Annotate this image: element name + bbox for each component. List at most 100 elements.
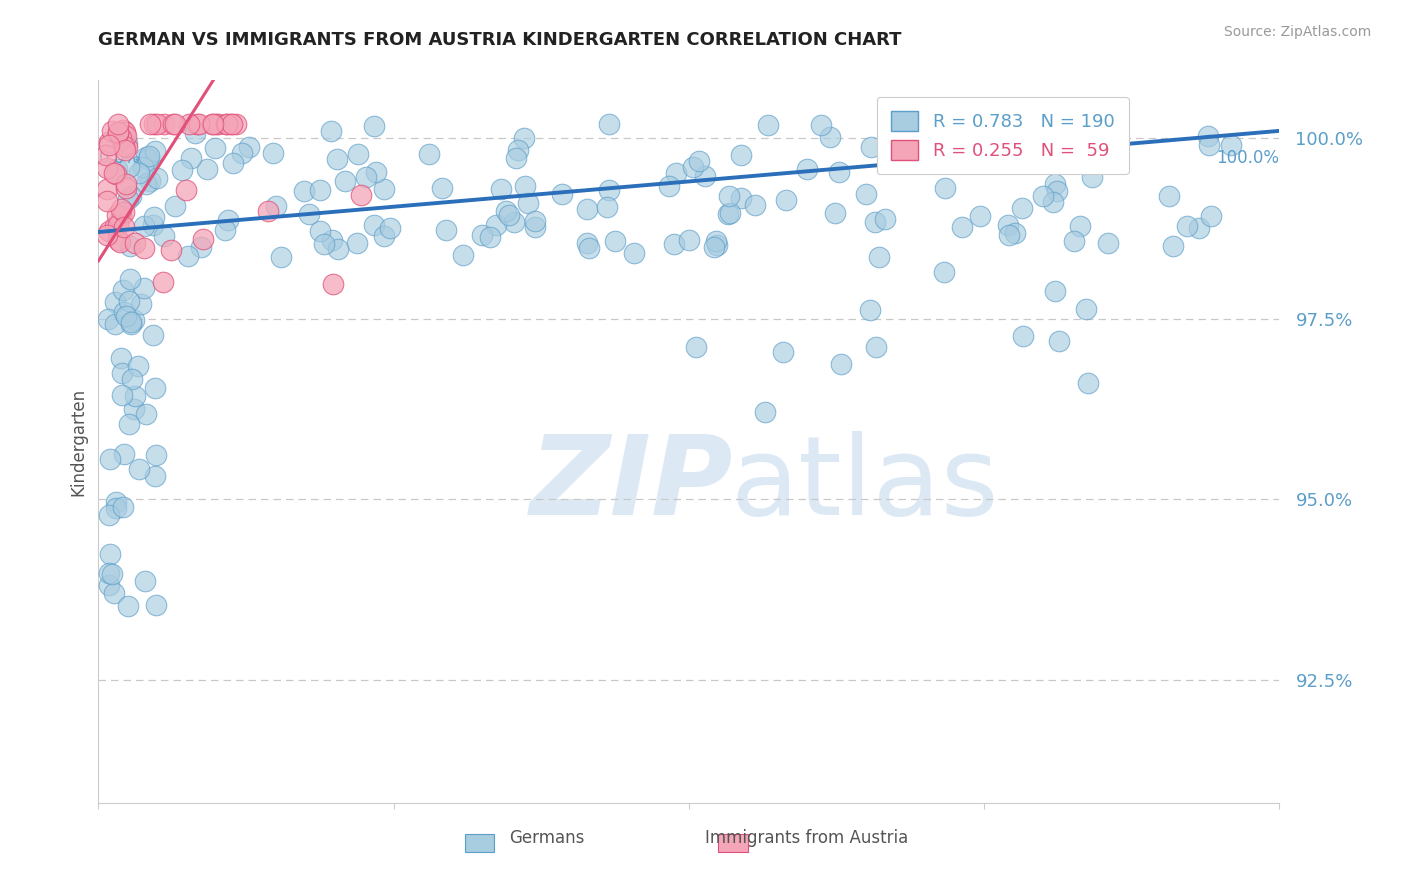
Point [364,165,387,179]
Point [308,184,330,198]
Point [124,389,146,403]
Point [1045,177,1067,191]
Point [363,219,385,233]
Point [143,210,166,224]
Point [115,136,138,150]
Point [512,130,534,145]
Point [830,357,852,371]
Point [523,219,546,234]
Point [730,191,752,205]
Point [1188,220,1211,235]
Point [1201,209,1223,223]
Point [703,240,725,254]
Point [214,223,236,237]
Point [217,212,239,227]
Point [623,245,645,260]
Point [603,235,626,249]
Point [207,117,229,131]
Point [333,174,356,188]
Point [516,195,538,210]
Point [94,148,117,162]
Point [489,182,512,196]
Point [772,345,794,359]
Point [114,181,136,195]
Point [135,150,157,164]
Point [139,117,162,131]
Point [1198,137,1220,152]
Point [270,250,292,264]
Point [117,599,139,614]
Text: Immigrants from Austria: Immigrants from Austria [706,829,908,847]
Text: ZIP: ZIP [530,432,733,539]
Point [523,214,546,228]
Point [98,137,121,152]
Text: atlas: atlas [730,432,998,539]
Legend: R = 0.783   N = 190, R = 0.255   N =  59: R = 0.783 N = 190, R = 0.255 N = 59 [876,96,1129,174]
Point [865,340,887,354]
Point [238,140,260,154]
Point [184,126,207,140]
Point [96,194,118,209]
Text: 100.0%: 100.0% [1216,149,1279,167]
Point [312,236,335,251]
Point [115,139,138,153]
Point [1080,169,1102,184]
Point [868,250,890,264]
Point [145,449,167,463]
Point [204,140,226,154]
Point [122,313,145,327]
Point [664,237,686,252]
Y-axis label: Kindergarten: Kindergarten [69,387,87,496]
Point [112,139,135,153]
Point [513,178,536,193]
Point [928,139,950,153]
Point [1046,184,1069,198]
Point [104,501,127,516]
Point [754,404,776,418]
Point [718,205,741,219]
Point [115,310,138,324]
Point [105,162,128,177]
Point [578,241,600,255]
Point [479,230,502,244]
Point [201,117,224,131]
Point [1042,195,1064,210]
Point [104,495,127,509]
Point [859,303,882,318]
Point [859,140,882,154]
FancyBboxPatch shape [464,834,494,852]
Point [170,163,193,178]
Point [775,193,797,207]
Point [108,235,131,249]
Point [143,468,166,483]
Point [129,297,152,311]
Point [128,166,150,180]
Point [1077,376,1099,391]
Point [1032,189,1054,203]
Point [103,166,125,180]
Point [121,372,143,386]
Point [215,117,238,131]
Point [863,215,886,229]
Point [134,281,156,295]
Point [222,156,245,170]
Point [1074,302,1097,317]
Point [693,169,716,184]
Point [498,208,520,222]
Point [97,566,120,580]
Point [98,224,121,238]
Point [485,218,508,232]
Point [97,311,120,326]
Point [576,202,599,216]
Point [347,147,370,161]
Point [103,586,125,600]
Point [124,235,146,250]
Point [138,152,160,166]
Point [107,219,129,233]
Point [957,137,980,152]
Point [101,567,124,582]
Point [98,547,121,561]
Point [134,219,156,233]
Point [598,117,620,131]
Point [688,153,710,168]
